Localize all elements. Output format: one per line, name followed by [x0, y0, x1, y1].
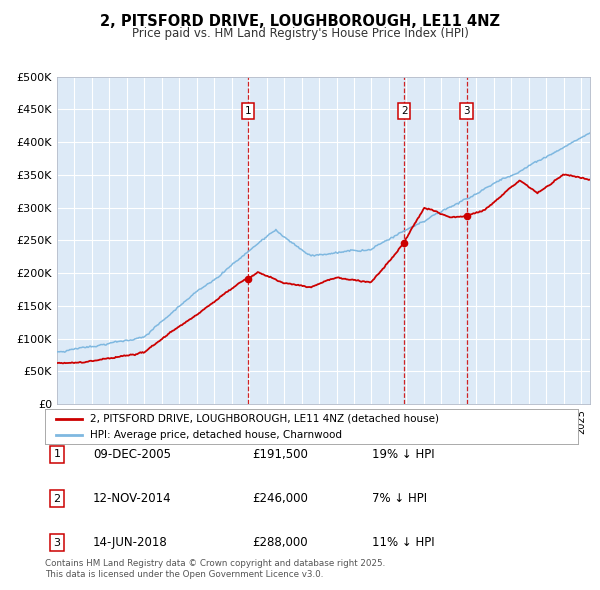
Text: 11% ↓ HPI: 11% ↓ HPI: [372, 536, 434, 549]
Text: 1: 1: [245, 106, 251, 116]
Text: £246,000: £246,000: [252, 492, 308, 505]
Text: Contains HM Land Registry data © Crown copyright and database right 2025.
This d: Contains HM Land Registry data © Crown c…: [45, 559, 385, 579]
Text: 7% ↓ HPI: 7% ↓ HPI: [372, 492, 427, 505]
Text: £191,500: £191,500: [252, 448, 308, 461]
Text: 19% ↓ HPI: 19% ↓ HPI: [372, 448, 434, 461]
Text: 3: 3: [463, 106, 470, 116]
Text: 1: 1: [53, 450, 61, 459]
Text: 12-NOV-2014: 12-NOV-2014: [93, 492, 172, 505]
Text: HPI: Average price, detached house, Charnwood: HPI: Average price, detached house, Char…: [90, 431, 342, 440]
Text: Price paid vs. HM Land Registry's House Price Index (HPI): Price paid vs. HM Land Registry's House …: [131, 27, 469, 40]
Text: 2: 2: [53, 494, 61, 503]
Text: 2, PITSFORD DRIVE, LOUGHBOROUGH, LE11 4NZ: 2, PITSFORD DRIVE, LOUGHBOROUGH, LE11 4N…: [100, 14, 500, 29]
Text: 2: 2: [401, 106, 407, 116]
Text: 09-DEC-2005: 09-DEC-2005: [93, 448, 171, 461]
Text: 2, PITSFORD DRIVE, LOUGHBOROUGH, LE11 4NZ (detached house): 2, PITSFORD DRIVE, LOUGHBOROUGH, LE11 4N…: [90, 414, 439, 424]
Text: 3: 3: [53, 538, 61, 548]
Text: 14-JUN-2018: 14-JUN-2018: [93, 536, 168, 549]
Text: £288,000: £288,000: [252, 536, 308, 549]
